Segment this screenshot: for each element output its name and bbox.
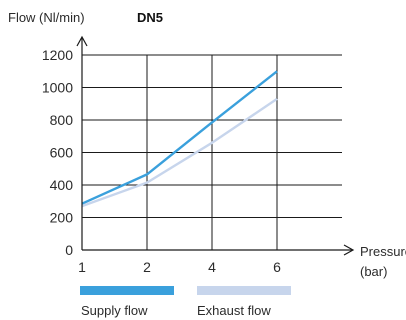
x-tick-label-2: 2 — [143, 259, 151, 275]
x-tick-label-1: 1 — [78, 259, 86, 275]
legend-label-supply: Supply flow — [81, 303, 148, 318]
tick-labels: 0 200 400 600 800 1000 1200 1 2 4 6 — [42, 47, 281, 275]
x-tick-label-4: 4 — [208, 259, 216, 275]
series-line-supply — [81, 70, 278, 205]
y-axis-arrow — [76, 35, 88, 47]
y-tick-label-1200: 1200 — [42, 47, 73, 63]
legend: Supply flow Exhaust flow — [80, 286, 291, 318]
y-tick-label-1000: 1000 — [42, 80, 73, 96]
x-axis-label-line2: (bar) — [360, 264, 387, 279]
series-layer — [81, 70, 278, 208]
axes — [76, 35, 355, 256]
chart-title: DN5 — [137, 10, 163, 25]
legend-swatch-exhaust — [197, 286, 291, 295]
gridlines — [82, 54, 342, 250]
legend-label-exhaust: Exhaust flow — [197, 303, 271, 318]
y-tick-label-200: 200 — [50, 210, 74, 226]
series-line-exhaust — [81, 97, 278, 208]
y-axis-label: Flow (Nl/min) — [8, 10, 85, 25]
x-axis-arrow — [343, 244, 355, 256]
x-tick-label-6: 6 — [273, 259, 281, 275]
x-axis-label-line1: Pressure — [360, 244, 406, 259]
y-tick-label-400: 400 — [50, 177, 74, 193]
y-tick-label-0: 0 — [65, 242, 73, 258]
legend-swatch-supply — [80, 286, 174, 295]
y-tick-label-600: 600 — [50, 145, 74, 161]
y-tick-label-800: 800 — [50, 112, 74, 128]
